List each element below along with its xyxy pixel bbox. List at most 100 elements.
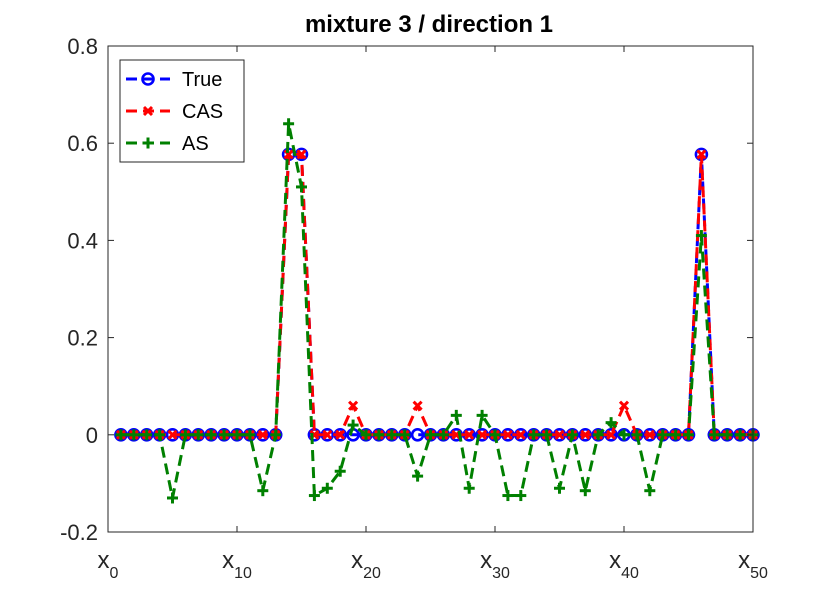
point-cas-5-stroke-b xyxy=(167,429,178,440)
point-as-31 xyxy=(502,490,514,502)
point-as-30 xyxy=(489,429,501,441)
point-cas-42-stroke-b xyxy=(644,429,655,440)
point-cas-31 xyxy=(502,429,513,440)
y-tick-label: 0.2 xyxy=(67,326,98,351)
point-as-23 xyxy=(399,429,411,441)
point-cas-28 xyxy=(464,429,475,440)
point-as-42 xyxy=(644,485,656,497)
point-as-41 xyxy=(631,429,643,441)
x-tick-label: x20 xyxy=(351,547,381,582)
point-cas-46 xyxy=(696,149,707,160)
point-cas-31-stroke-b xyxy=(502,429,513,440)
point-as-46 xyxy=(695,230,707,242)
point-cas-32-stroke-b xyxy=(515,429,526,440)
legend-marker-as xyxy=(142,137,154,149)
point-as-36 xyxy=(566,429,578,441)
point-cas-24-stroke-b xyxy=(412,400,423,411)
point-true-24 xyxy=(410,427,425,442)
point-cas-37 xyxy=(580,429,591,440)
y-tick-label: -0.2 xyxy=(60,520,98,545)
point-as-11 xyxy=(244,429,256,441)
point-as-7 xyxy=(192,429,204,441)
point-as-18 xyxy=(334,465,346,477)
legend-marker-cas xyxy=(142,105,154,117)
point-as-40 xyxy=(618,429,630,441)
point-as-16 xyxy=(308,490,320,502)
y-tick-label: 0 xyxy=(86,423,98,448)
legend-label-as: AS xyxy=(182,133,209,155)
point-as-9 xyxy=(218,429,230,441)
point-as-14 xyxy=(283,118,295,130)
legend: True CAS AS xyxy=(119,59,245,163)
legend-label-true: True xyxy=(182,69,222,91)
point-as-6 xyxy=(179,429,191,441)
point-cas-15-stroke-b xyxy=(296,149,307,160)
legend-item-cas: CAS xyxy=(126,101,223,123)
point-cas-39 xyxy=(606,429,617,440)
point-as-5 xyxy=(167,492,178,504)
point-cas-19-stroke-b xyxy=(348,400,359,411)
x-tick-label: x30 xyxy=(480,547,510,582)
point-as-1 xyxy=(115,429,127,441)
point-as-20 xyxy=(360,429,372,441)
point-as-24 xyxy=(412,470,424,482)
legend-item-as: AS xyxy=(126,133,209,155)
point-as-12 xyxy=(257,485,269,497)
point-cas-42 xyxy=(644,429,655,440)
point-cas-15 xyxy=(296,149,307,160)
series-layer xyxy=(114,118,760,504)
point-as-2 xyxy=(128,429,140,441)
point-as-32 xyxy=(515,490,527,502)
point-as-35 xyxy=(554,482,565,494)
point-as-33 xyxy=(528,429,540,441)
point-as-22 xyxy=(386,429,398,441)
point-cas-14-stroke-b xyxy=(283,149,294,160)
point-as-8 xyxy=(205,429,217,441)
point-cas-5 xyxy=(167,429,178,440)
point-cas-46-stroke-b xyxy=(696,149,707,160)
point-cas-17 xyxy=(322,429,333,440)
y-tick-label: 0.4 xyxy=(67,228,98,253)
point-cas-35 xyxy=(554,429,565,440)
y-tick-label: 0.6 xyxy=(67,131,98,156)
x-tick-label: x10 xyxy=(222,547,252,582)
point-cas-14 xyxy=(283,149,294,160)
x-tick-label: x40 xyxy=(609,547,639,582)
point-cas-24 xyxy=(412,400,423,411)
legend-marker-true xyxy=(141,72,155,86)
point-cas-12-stroke-b xyxy=(257,429,268,440)
legend-item-true: True xyxy=(126,69,222,91)
point-cas-35-stroke-b xyxy=(554,429,565,440)
legend-marker-cas-stroke-b xyxy=(142,105,154,117)
point-cas-12 xyxy=(257,429,268,440)
point-as-13 xyxy=(270,429,282,441)
y-tick-label: 0.8 xyxy=(67,34,98,59)
point-as-39 xyxy=(605,417,617,429)
point-as-3 xyxy=(141,429,153,441)
point-as-25 xyxy=(425,429,436,441)
point-as-4 xyxy=(154,429,166,441)
point-as-49 xyxy=(734,429,746,441)
x-tick-label: x50 xyxy=(738,547,768,582)
point-as-48 xyxy=(721,429,733,441)
point-cas-39-stroke-b xyxy=(606,429,617,440)
point-as-15 xyxy=(296,181,307,193)
point-as-26 xyxy=(437,429,449,441)
point-as-37 xyxy=(579,485,591,497)
point-as-45 xyxy=(683,429,694,441)
point-as-10 xyxy=(231,429,243,441)
point-as-28 xyxy=(463,482,475,494)
axes-layer: -0.2 0 0.2 0.4 0.6 0.8 x0 x10 x20 x30 x40 x50 xyxy=(60,34,768,582)
point-as-27 xyxy=(450,409,462,421)
axes-box xyxy=(107,45,754,533)
point-cas-40-stroke-b xyxy=(618,400,630,411)
point-cas-18-stroke-b xyxy=(335,429,346,440)
point-cas-17-stroke-b xyxy=(322,429,333,440)
chart-title: mixture 3 / direction 1 xyxy=(305,11,553,38)
point-cas-19 xyxy=(348,400,359,411)
point-cas-37-stroke-b xyxy=(580,429,591,440)
legend-box xyxy=(119,59,245,163)
legend-label-cas: CAS xyxy=(182,101,223,123)
